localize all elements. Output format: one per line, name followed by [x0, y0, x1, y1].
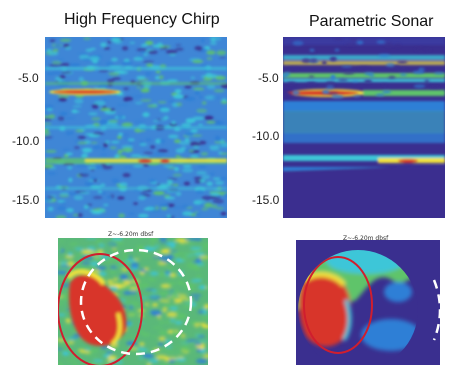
chirp-profile-image [45, 37, 227, 218]
parametric-depth-slice [296, 240, 440, 365]
chirp-depth-slice [58, 238, 208, 365]
right-tick-3: -15.0 [252, 193, 280, 207]
parametric-slice-red-ellipse [303, 256, 373, 354]
left-tick-3: -15.0 [12, 193, 40, 207]
parametric-slice-label: Z~-6.20m dbsf [343, 235, 389, 242]
right-panel-title: Parametric Sonar [309, 13, 434, 30]
chirp-slice-red-ellipse [58, 253, 143, 365]
parametric-slice-white-arc [432, 279, 440, 341]
chirp-slice-white-circle [79, 248, 193, 356]
chirp-slice-label: Z~-6.20m dbsf [108, 231, 154, 238]
left-tick-2: -10.0 [12, 134, 40, 148]
left-tick-1: -5.0 [18, 71, 39, 85]
parametric-profile-image [283, 37, 445, 218]
right-tick-2: -10.0 [252, 129, 280, 143]
right-tick-1: -5.0 [258, 71, 279, 85]
left-panel-title: High Frequency Chirp [64, 11, 220, 28]
